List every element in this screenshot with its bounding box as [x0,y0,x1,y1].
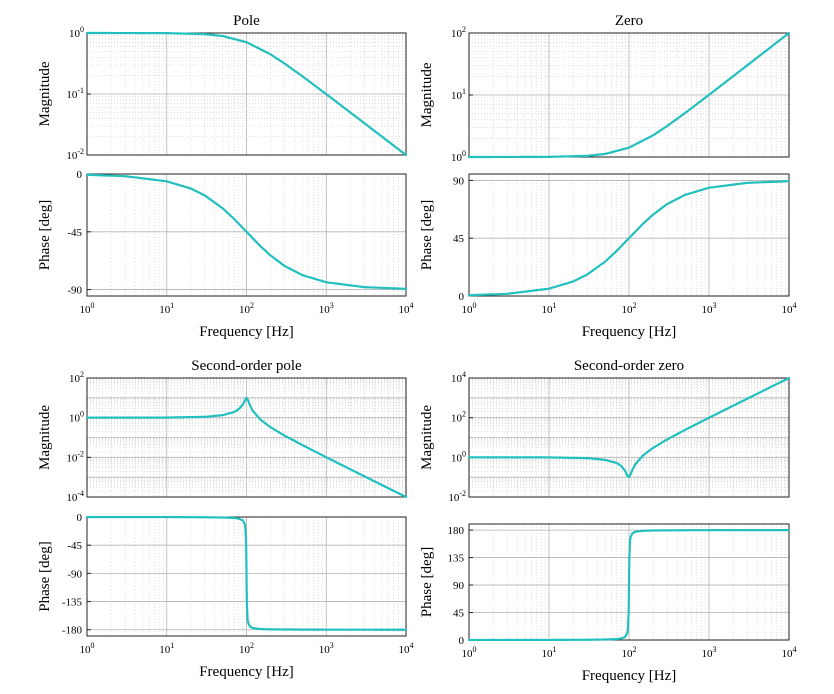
x-tick-label: 101 [159,301,174,316]
x-tick-label: 100 [80,641,95,656]
y-tick-label: 90 [453,580,465,592]
subplot-title: Pole [233,13,260,29]
y-tick-label: 100 [69,410,84,425]
x-tick-label: 101 [542,301,557,316]
magnitude-curve [85,396,408,499]
magnitude-curve [85,31,408,157]
y-tick-label: -135 [62,597,83,609]
y-tick-label: -45 [67,540,82,552]
y-tick-label: -45 [67,227,82,239]
magnitude-ylabel: Magnitude [419,62,435,127]
x-tick-label: 101 [542,645,557,660]
y-tick-label: 10-1 [66,86,84,101]
magnitude-ylabel: Magnitude [419,405,435,470]
magnitude-ylabel: Magnitude [37,61,53,126]
x-tick-label: 104 [399,301,414,316]
x-tick-label: 102 [239,641,254,656]
x-tick-label: 100 [80,301,95,316]
phase-curve [467,529,791,642]
y-tick-label: -90 [67,285,82,297]
magnitude-ylabel: Magnitude [37,405,53,470]
x-tick-label: 104 [782,301,797,316]
y-tick-label: 0 [77,512,83,524]
x-tick-label: 100 [462,645,477,660]
y-tick-label: -90 [67,568,82,580]
subplot-title: Second-order zero [574,358,684,374]
phase-ylabel: Phase [deg] [37,200,53,270]
phase-axes-frame [86,173,407,297]
y-tick-label: 45 [453,608,465,620]
y-tick-label: 10-2 [448,489,466,504]
y-tick-label: 102 [451,410,466,425]
y-tick-label: 102 [451,25,466,40]
subplot-second-order-pole: Second-order pole 10-4 10-2 100 102 Magnitude… [37,358,414,680]
x-tick-label: 100 [462,301,477,316]
y-tick-label: 45 [453,233,465,245]
magnitude-axes-frame [86,377,407,498]
y-tick-label: 135 [448,553,465,565]
y-tick-label: 0 [459,635,465,647]
magnitude-axes-frame [468,377,790,498]
y-tick-label: 0 [77,169,83,181]
y-tick-label: 0 [459,291,465,303]
x-tick-label: 103 [702,645,717,660]
magnitude-curve [467,31,791,159]
y-tick-label: 101 [451,87,466,102]
y-tick-label: 10-2 [66,147,84,162]
x-tick-label: 101 [159,641,174,656]
y-tick-label: 100 [451,149,466,164]
y-tick-label: 90 [453,175,465,187]
phase-axes-frame [468,173,790,297]
phase-curve [85,173,408,290]
xlabel: Frequency [Hz] [199,324,294,340]
x-tick-label: 104 [782,645,797,660]
magnitude-curve [467,376,791,479]
y-tick-label: 100 [451,449,466,464]
phase-axes-frame [468,523,790,641]
phase-axes-frame [86,516,407,637]
x-tick-label: 103 [319,641,334,656]
phase-curve [467,180,791,297]
subplot-second-order-zero: Second-order zero 10-2 100 102 104 Magnitude 0… [419,358,797,684]
y-tick-label: 104 [451,370,466,385]
y-tick-label: -180 [62,625,83,637]
y-tick-label: 100 [69,25,84,40]
phase-curve [85,515,408,631]
subplot-title: Zero [615,13,643,29]
xlabel: Frequency [Hz] [582,324,677,340]
x-tick-label: 103 [702,301,717,316]
subplot-pole: Pole 10-2 10-1 100 Magnitude 0 -45 -90 100 101 102… [37,13,414,340]
phase-ylabel: Phase [deg] [37,541,53,611]
y-tick-label: 180 [448,525,465,537]
subplot-title: Second-order pole [191,358,302,374]
subplot-zero: Zero 100 101 102 Magnitude 0 45 90 100 101 102 103 1… [419,13,797,340]
x-tick-label: 102 [622,301,637,316]
y-tick-label: 10-2 [66,449,84,464]
x-tick-label: 102 [239,301,254,316]
x-tick-label: 104 [399,641,414,656]
phase-ylabel: Phase [deg] [419,200,435,270]
y-tick-label: 10-4 [66,489,84,504]
x-tick-label: 103 [319,301,334,316]
xlabel: Frequency [Hz] [582,668,677,684]
xlabel: Frequency [Hz] [199,664,294,680]
x-tick-label: 102 [622,645,637,660]
y-tick-label: 102 [69,370,84,385]
phase-ylabel: Phase [deg] [419,547,435,617]
